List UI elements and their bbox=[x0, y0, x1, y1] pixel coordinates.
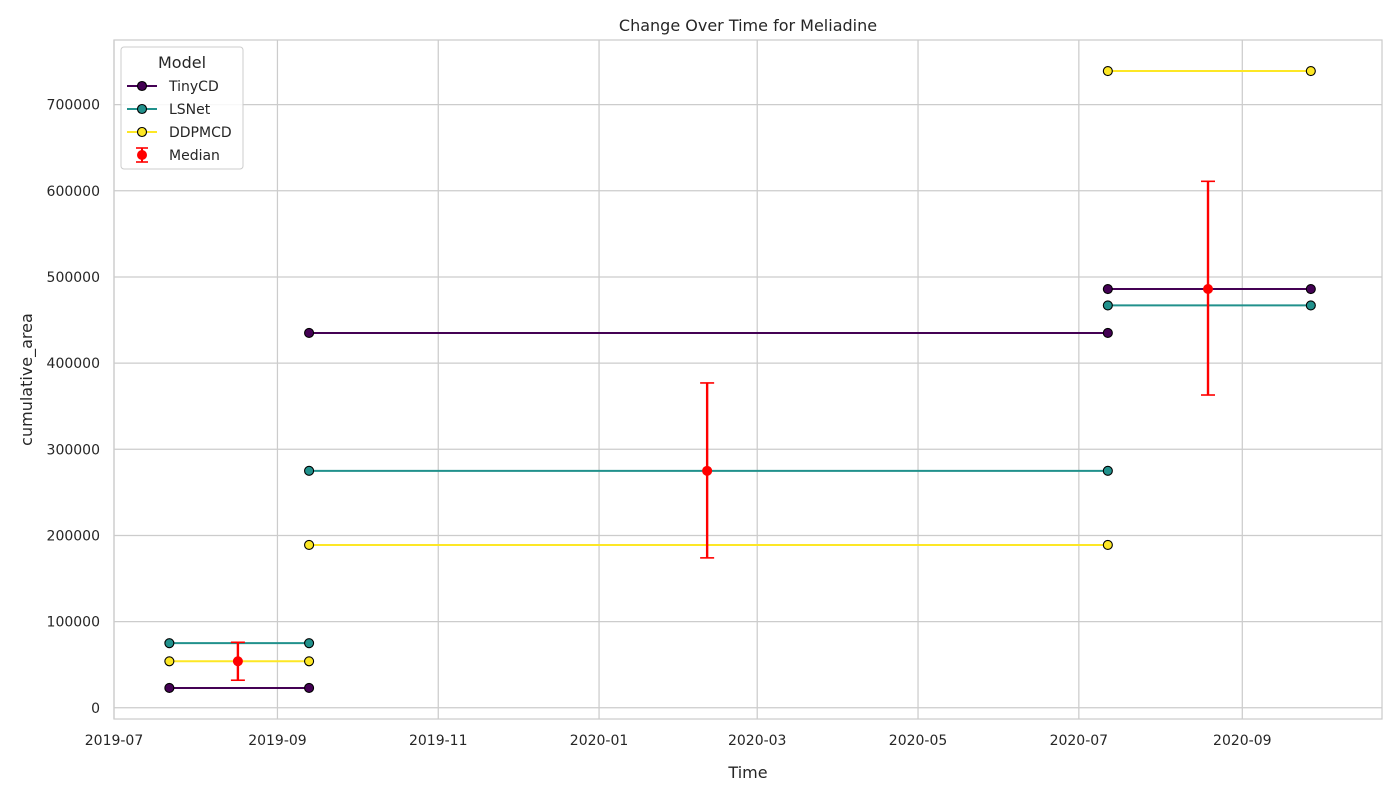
y-tick-label: 300000 bbox=[47, 442, 100, 458]
y-axis-label: cumulative_area bbox=[17, 313, 37, 446]
data-point-tinycd bbox=[1305, 283, 1316, 295]
data-point-tinycd bbox=[1102, 283, 1113, 295]
x-tick-label: 2020-05 bbox=[889, 733, 948, 749]
data-point-ddpmcd bbox=[304, 539, 315, 550]
data-point-tinycd bbox=[304, 682, 315, 694]
data-point-lsnet bbox=[1102, 300, 1113, 311]
y-tick-label: 600000 bbox=[47, 184, 100, 200]
median-errorbar bbox=[230, 641, 245, 682]
x-axis-label: Time bbox=[727, 763, 767, 782]
legend-label-tinycd: TinyCD bbox=[168, 79, 219, 95]
legend: Model TinyCD LSNet DDPMCD Median bbox=[120, 46, 244, 170]
plot-frame bbox=[113, 39, 1383, 720]
x-tick-label: 2020-09 bbox=[1213, 733, 1272, 749]
y-tick-label: 100000 bbox=[47, 615, 100, 631]
data-point-lsnet bbox=[1305, 300, 1316, 311]
x-tick-label: 2020-03 bbox=[728, 733, 787, 749]
data-point-lsnet bbox=[1102, 465, 1113, 476]
x-tick-label: 2020-07 bbox=[1050, 733, 1109, 749]
legend-swatch-marker bbox=[136, 126, 148, 138]
legend-label-lsnet: LSNet bbox=[169, 102, 211, 118]
x-tick-label: 2020-01 bbox=[570, 733, 629, 749]
data-point-ddpmcd bbox=[1102, 539, 1113, 550]
legend-swatch-marker bbox=[136, 103, 148, 115]
legend-label-ddpmcd: DDPMCD bbox=[169, 125, 232, 141]
legend-title: Model bbox=[158, 53, 206, 72]
data-point-ddpmcd bbox=[1102, 65, 1113, 77]
data-point-tinycd bbox=[164, 682, 175, 694]
chart-title: Change Over Time for Meliadine bbox=[619, 16, 877, 35]
data-point-ddpmcd bbox=[164, 656, 175, 667]
series-ddpmcd bbox=[164, 65, 1316, 667]
x-tick-label: 2019-11 bbox=[409, 733, 468, 749]
y-tick-label: 200000 bbox=[47, 528, 100, 544]
median-errorbar bbox=[700, 382, 715, 559]
median-point bbox=[1203, 284, 1214, 295]
data-point-ddpmcd bbox=[304, 656, 315, 667]
legend-box bbox=[120, 46, 244, 170]
x-tick-label: 2019-07 bbox=[85, 733, 144, 749]
y-tick-label: 0 bbox=[91, 701, 100, 717]
y-tick-label: 500000 bbox=[47, 270, 100, 286]
data-point-lsnet bbox=[304, 465, 315, 476]
median-point bbox=[702, 465, 713, 476]
legend-swatch-marker bbox=[136, 80, 148, 92]
data-point-lsnet bbox=[164, 638, 175, 649]
x-tick-label: 2019-09 bbox=[248, 733, 307, 749]
legend-median-marker bbox=[137, 150, 147, 160]
y-tick-label: 400000 bbox=[47, 356, 100, 372]
median-errorbar bbox=[1201, 180, 1216, 396]
data-point-tinycd bbox=[1102, 327, 1113, 339]
median-point bbox=[232, 656, 243, 667]
data-point-lsnet bbox=[304, 638, 315, 649]
y-tick-label: 700000 bbox=[47, 98, 100, 114]
data-point-tinycd bbox=[304, 327, 315, 339]
data-point-ddpmcd bbox=[1305, 65, 1316, 77]
legend-label-median: Median bbox=[169, 148, 220, 164]
